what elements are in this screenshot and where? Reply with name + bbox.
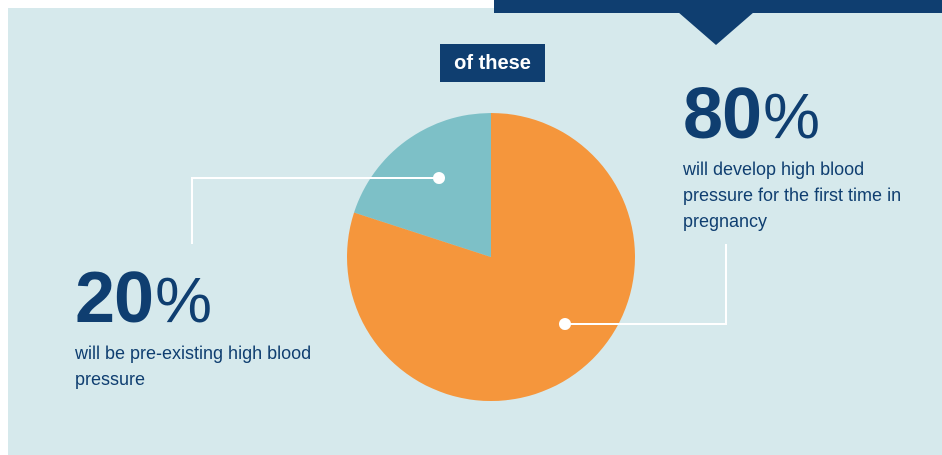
chart-title: of these [440, 44, 545, 82]
callout-80: 80 % will develop high blood pressure fo… [683, 78, 923, 234]
callout-20: 20 % will be pre-existing high blood pre… [75, 262, 335, 392]
leader-dot-80 [559, 318, 571, 330]
leader-line-20 [191, 177, 439, 244]
leader-line-80 [565, 244, 727, 325]
header-banner [494, 0, 942, 13]
callout-80-text: will develop high blood pressure for the… [683, 159, 902, 231]
callout-80-figure: 80 % [683, 78, 923, 150]
percent-sign: % [155, 264, 212, 336]
pointer-arrow-icon [678, 12, 754, 45]
callout-20-number: 20 [75, 258, 154, 338]
pie-slice-20 [354, 113, 491, 257]
percent-sign: % [763, 80, 820, 152]
leader-dot-20 [433, 172, 445, 184]
callout-20-figure: 20 % [75, 262, 335, 334]
callout-80-number: 80 [683, 74, 762, 154]
callout-20-text: will be pre-existing high blood pressure [75, 343, 312, 389]
